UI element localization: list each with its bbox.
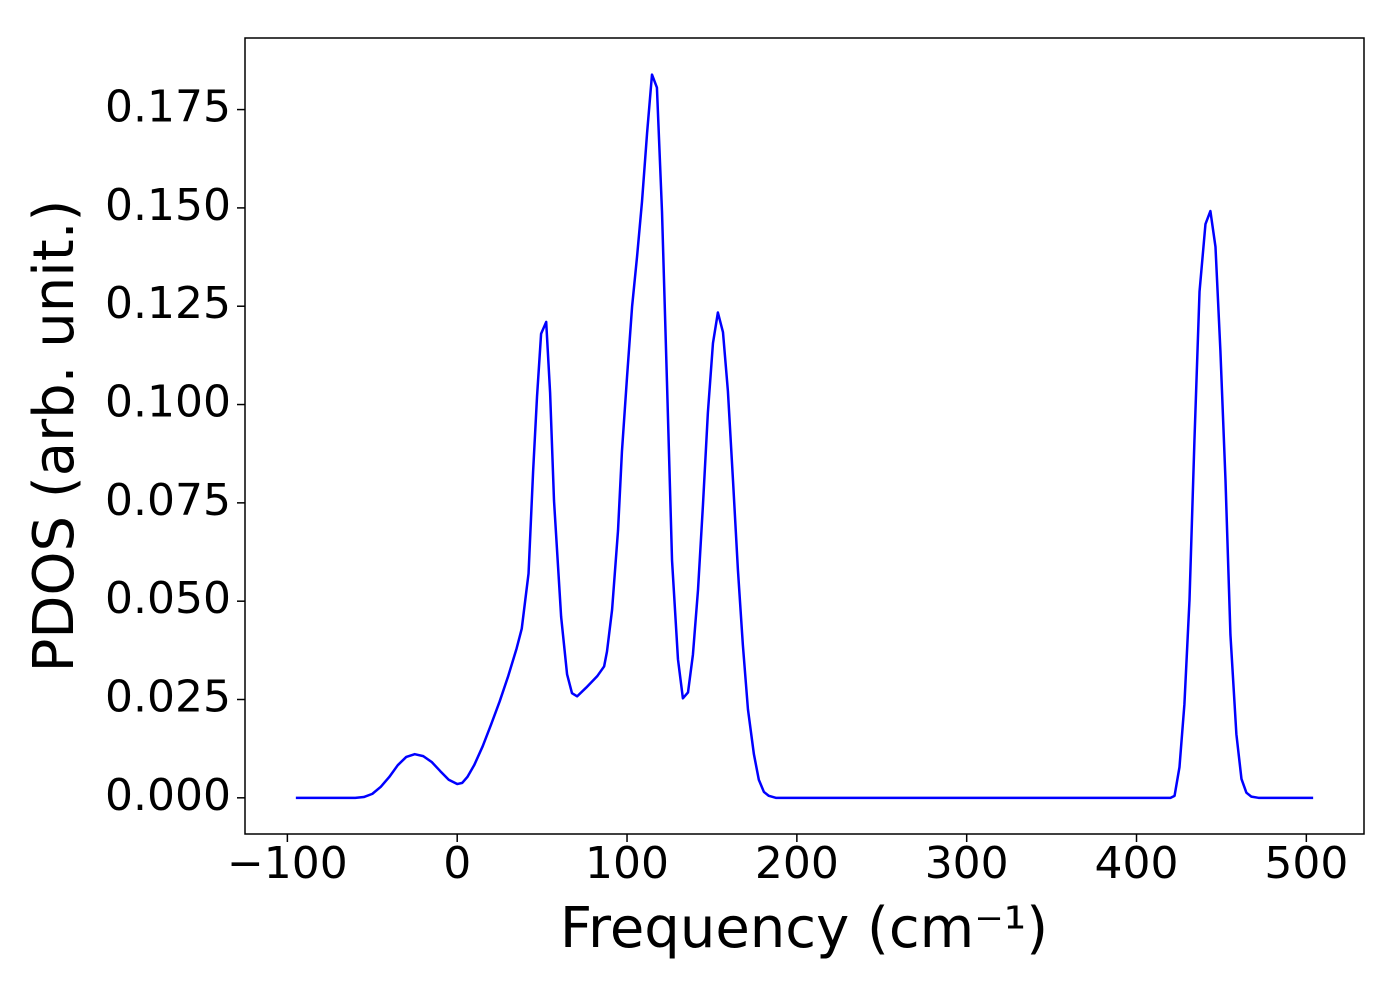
data-line: [295, 73, 1314, 800]
x-tick-label: 500: [1264, 838, 1348, 889]
x-tick-label: 400: [1095, 838, 1179, 889]
x-axis-label: Frequency (cm⁻¹): [560, 896, 1048, 961]
y-tick-label: 0.050: [105, 573, 231, 624]
x-tick-label: 100: [585, 838, 669, 889]
plot-frame: [244, 37, 1365, 835]
y-tick-label: 0.150: [105, 180, 231, 231]
x-tick-label: 0: [443, 838, 471, 889]
x-tick-label: −100: [227, 838, 348, 889]
x-tick-label: 200: [755, 838, 839, 889]
y-axis-label: PDOS (arb. unit.): [22, 200, 87, 673]
y-tick-label: 0.125: [105, 278, 231, 329]
y-tick-label: 0.000: [105, 770, 231, 821]
y-tick-label: 0.100: [105, 377, 231, 428]
x-tick-label: 300: [925, 838, 1009, 889]
y-tick-label: 0.175: [105, 82, 231, 133]
y-tick-label: 0.075: [105, 475, 231, 526]
y-tick-label: 0.025: [105, 671, 231, 722]
